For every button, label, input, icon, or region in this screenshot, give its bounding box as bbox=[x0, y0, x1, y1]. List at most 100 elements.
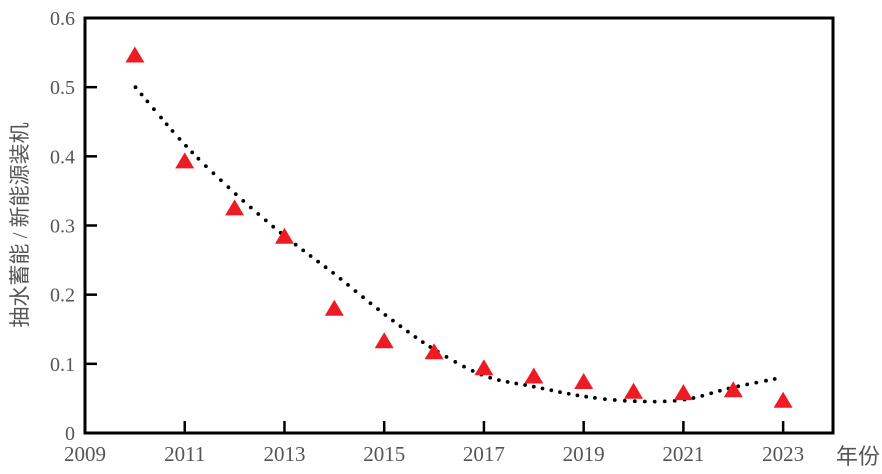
trend-dot bbox=[316, 259, 320, 264]
trend-dot bbox=[754, 380, 759, 385]
y-axis-tick-labels: 0 0.1 0.2 0.3 0.4 0.5 0.6 bbox=[50, 8, 75, 445]
plot-area bbox=[83, 16, 835, 435]
trend-dot bbox=[497, 378, 501, 382]
trend-dot bbox=[549, 388, 554, 393]
trend-dot bbox=[226, 185, 231, 190]
trend-dot bbox=[170, 129, 175, 133]
trend-dot bbox=[139, 92, 144, 97]
data-point-triangle bbox=[574, 373, 594, 389]
trend-dot bbox=[248, 205, 253, 210]
trend-dot bbox=[331, 271, 335, 275]
y-tick-label: 0.1 bbox=[50, 354, 75, 376]
trend-dot bbox=[361, 295, 365, 300]
data-point-triangle bbox=[275, 227, 294, 244]
trend-dot bbox=[444, 355, 449, 359]
x-tick-label: 2011 bbox=[164, 442, 205, 466]
trend-dot bbox=[196, 156, 201, 161]
trend-dot bbox=[219, 178, 223, 183]
x-tick-label: 2009 bbox=[64, 442, 106, 466]
trend-dot bbox=[488, 375, 493, 380]
x-axis-tick-labels: 2009 2011 2013 2015 2017 2019 2021 2023 bbox=[64, 442, 804, 466]
trend-dot bbox=[540, 386, 545, 391]
trend-dot bbox=[632, 399, 637, 404]
data-point-triangle bbox=[225, 199, 245, 216]
data-point-triangle bbox=[424, 343, 444, 360]
y-axis-ticks bbox=[85, 85, 97, 366]
y-tick-label: 0.4 bbox=[50, 146, 75, 168]
trend-dot bbox=[353, 289, 358, 293]
trend-dotted-line bbox=[133, 85, 777, 404]
trend-dot bbox=[700, 393, 705, 398]
x-tick-label: 2015 bbox=[363, 442, 405, 466]
trend-dot bbox=[603, 397, 607, 401]
trend-dot bbox=[376, 307, 380, 312]
trend-dot bbox=[241, 199, 246, 203]
y-axis-title: 抽水蓄能 / 新能源装机 bbox=[8, 122, 32, 327]
x-tick-label: 2023 bbox=[762, 442, 804, 466]
data-point-triangle bbox=[624, 382, 643, 399]
trend-dot bbox=[190, 150, 195, 155]
trend-dot bbox=[133, 85, 138, 90]
trend-dot bbox=[462, 364, 466, 369]
trend-dot bbox=[271, 224, 276, 229]
x-tick-label: 2019 bbox=[563, 442, 605, 466]
x-tick-label: 2013 bbox=[263, 442, 305, 466]
trend-dot bbox=[413, 335, 418, 339]
trend-dot bbox=[709, 391, 714, 396]
trend-dot bbox=[398, 324, 403, 329]
trend-dot bbox=[233, 192, 238, 197]
y-tick-label: 0.2 bbox=[50, 285, 75, 307]
trend-dot bbox=[662, 399, 667, 404]
trend-dot bbox=[523, 383, 527, 387]
trend-dot bbox=[575, 393, 580, 398]
trend-dot bbox=[391, 318, 395, 323]
trend-dot bbox=[308, 254, 313, 258]
y-tick-label: 0.6 bbox=[50, 8, 75, 30]
trend-dot bbox=[764, 378, 768, 383]
trend-dot bbox=[566, 391, 571, 396]
trend-dot bbox=[301, 248, 306, 253]
trend-dot bbox=[745, 382, 750, 387]
trend-dot bbox=[718, 388, 722, 393]
trend-dot bbox=[211, 171, 216, 176]
y-tick-label: 0.3 bbox=[50, 216, 75, 238]
data-point-triangle bbox=[125, 46, 145, 63]
trend-dot bbox=[383, 313, 388, 317]
trend-dot bbox=[622, 398, 627, 403]
trend-dot bbox=[204, 164, 208, 169]
trend-dot bbox=[584, 394, 589, 399]
trend-dot bbox=[177, 137, 182, 141]
y-tick-label: 0.5 bbox=[50, 77, 75, 99]
x-tick-label: 2021 bbox=[662, 442, 704, 466]
trend-dot bbox=[420, 340, 425, 344]
data-point-triangle bbox=[175, 152, 195, 169]
trend-dot bbox=[368, 301, 373, 306]
trend-dot bbox=[531, 384, 536, 389]
trend-dot bbox=[263, 218, 268, 223]
trend-dot bbox=[642, 399, 647, 404]
trend-dot bbox=[470, 369, 475, 373]
data-point-triangle bbox=[524, 367, 544, 384]
trend-dot bbox=[691, 396, 696, 400]
trend-dot bbox=[145, 99, 150, 104]
trend-dot bbox=[428, 345, 433, 349]
trend-dot bbox=[514, 381, 519, 386]
trend-dot bbox=[184, 144, 188, 148]
trend-dot bbox=[293, 242, 298, 247]
trend-dot bbox=[558, 390, 562, 394]
x-axis-ticks bbox=[183, 421, 785, 433]
trend-dot bbox=[772, 377, 777, 381]
data-point-triangle bbox=[723, 381, 743, 398]
trend-dot bbox=[736, 384, 741, 389]
data-point-triangle bbox=[324, 299, 344, 316]
trend-dot bbox=[453, 360, 458, 364]
data-points bbox=[125, 46, 793, 408]
trend-dot bbox=[346, 283, 350, 287]
data-point-triangle bbox=[773, 391, 793, 408]
trend-dot bbox=[338, 277, 343, 281]
trend-dot bbox=[159, 115, 163, 120]
y-tick-label: 0 bbox=[65, 423, 75, 445]
x-tick-label: 2017 bbox=[463, 442, 505, 466]
